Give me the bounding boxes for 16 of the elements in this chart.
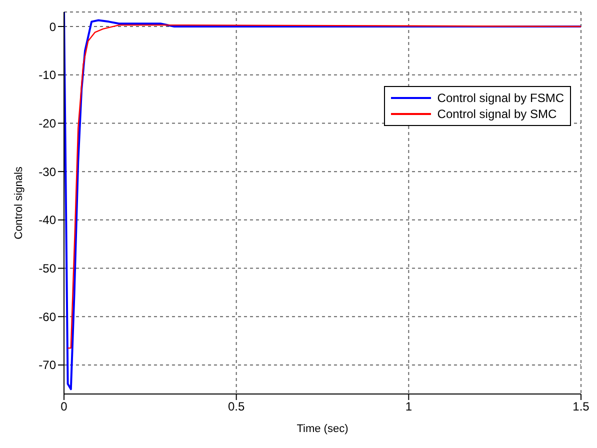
legend-label: Control signal by FSMC: [437, 91, 564, 105]
x-tick-label: 0.5: [228, 400, 245, 414]
y-tick-label: -20: [38, 116, 56, 130]
y-tick-label: -70: [38, 358, 56, 372]
y-tick-label: -10: [38, 68, 56, 82]
x-axis-title: Time (sec): [296, 423, 348, 435]
y-tick-label: -60: [38, 310, 56, 324]
y-tick-label: -40: [38, 213, 56, 228]
x-tick-label: 1.5: [572, 400, 590, 414]
y-tick-label: 0: [49, 20, 56, 34]
x-tick-label: 1: [405, 400, 412, 414]
y-tick-label: -30: [38, 164, 56, 179]
y-axis-title: Control signals: [12, 166, 25, 240]
y-tick-label: -50: [38, 262, 56, 276]
legend-label: Control signal by SMC: [437, 107, 557, 121]
x-tick-label: 0: [60, 400, 68, 414]
